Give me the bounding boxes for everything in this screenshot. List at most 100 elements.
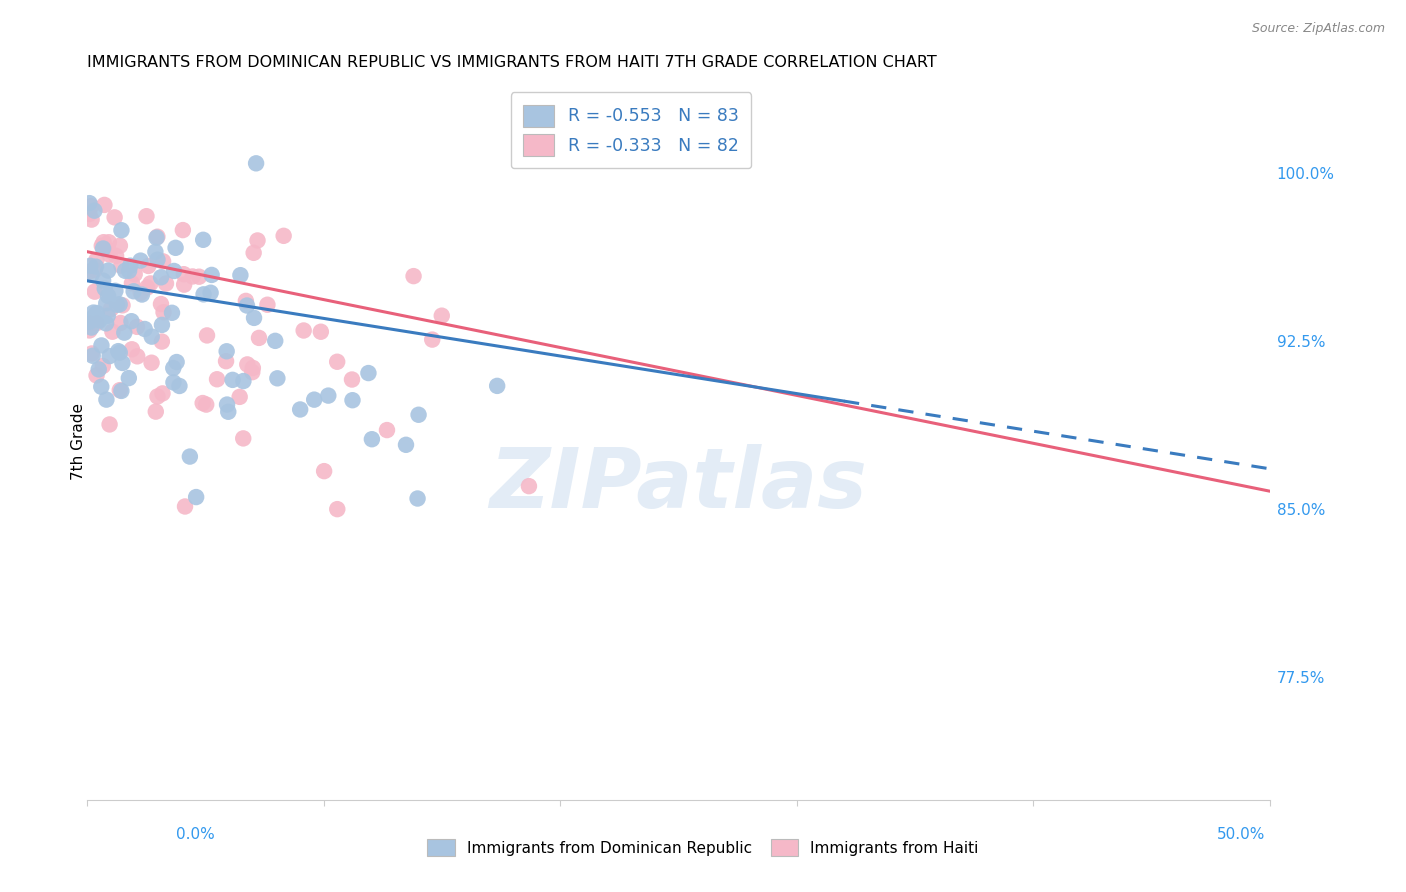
Point [395,438,418,452]
Point [83,285,105,299]
Point [240,365,263,379]
Point [316,389,339,403]
Point [162,361,184,376]
Point [195,398,218,412]
Point [235,293,257,308]
Point [146,252,169,267]
Point [145,244,167,259]
Point [94,317,117,331]
Point [160,306,183,320]
Point [84,260,107,274]
Point [408,408,430,422]
Point [273,228,295,243]
Point [136,280,159,294]
Legend: R = -0.553   N = 83, R = -0.333   N = 82: R = -0.553 N = 83, R = -0.333 N = 82 [510,93,751,169]
Point [232,374,254,388]
Point [179,450,201,464]
Point [486,379,509,393]
Point [82,349,104,363]
Point [79,264,101,278]
Point [236,299,259,313]
Point [217,405,239,419]
Point [121,277,143,291]
Point [152,254,174,268]
Point [104,284,127,298]
Text: ZIPatlas: ZIPatlas [489,444,868,525]
Point [309,325,332,339]
Point [90,380,112,394]
Point [110,259,132,273]
Point [107,344,129,359]
Point [292,324,315,338]
Point [193,287,215,301]
Point [215,344,238,359]
Point [149,297,172,311]
Point [110,316,132,330]
Point [361,432,384,446]
Point [232,431,254,445]
Point [141,329,163,343]
Point [174,500,197,514]
Point [150,318,173,332]
Point [242,245,264,260]
Point [195,328,218,343]
Point [121,343,143,357]
Point [243,310,266,325]
Point [80,320,103,334]
Point [79,323,101,337]
Point [83,203,105,218]
Point [111,298,134,312]
Point [152,305,174,319]
Point [215,354,238,368]
Point [517,479,540,493]
Point [122,285,145,299]
Point [100,302,122,317]
Point [129,285,152,300]
Point [108,297,131,311]
Point [120,259,142,273]
Point [163,264,186,278]
Point [302,392,325,407]
Point [93,235,115,250]
Point [236,358,259,372]
Point [150,334,173,349]
Point [97,309,120,323]
Point [90,239,112,253]
Point [201,268,224,282]
Point [246,234,269,248]
Point [221,373,243,387]
Point [97,289,120,303]
Point [124,267,146,281]
Point [79,259,101,273]
Text: IMMIGRANTS FROM DOMINICAN REPUBLIC VS IMMIGRANTS FROM HAITI 7TH GRADE CORRELATIO: IMMIGRANTS FROM DOMINICAN REPUBLIC VS IM… [87,55,936,70]
Point [165,241,187,255]
Point [131,287,153,301]
Point [91,274,114,288]
Point [80,268,103,282]
Text: 0.0%: 0.0% [176,827,215,841]
Point [314,464,336,478]
Point [264,334,287,348]
Point [80,212,103,227]
Point [94,281,117,295]
Point [110,223,132,237]
Point [86,253,108,268]
Point [105,298,128,312]
Point [82,305,104,319]
Point [150,270,173,285]
Point [97,235,120,250]
Point [91,359,114,373]
Point [79,315,101,329]
Point [340,372,363,386]
Point [96,392,118,407]
Point [80,346,103,360]
Point [229,268,252,282]
Point [97,244,120,258]
Point [129,253,152,268]
Point [173,267,195,281]
Point [256,298,278,312]
Point [141,356,163,370]
Point [145,230,167,244]
Point [420,333,443,347]
Point [430,309,453,323]
